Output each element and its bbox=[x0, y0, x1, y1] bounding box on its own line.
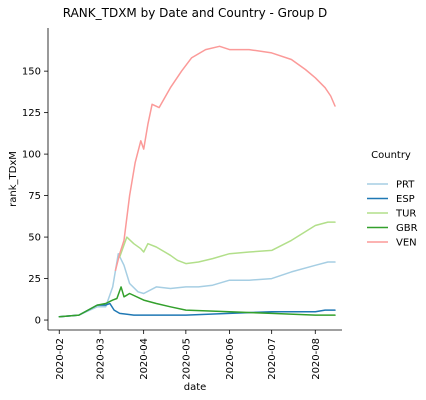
legend: Country PRT ESP TUR GBR VEN bbox=[367, 150, 418, 249]
legend-label-tur: TUR bbox=[395, 209, 416, 220]
legend-title: Country bbox=[371, 150, 411, 161]
plot-area bbox=[58, 45, 336, 318]
y-tick-label: 25 bbox=[28, 274, 41, 285]
y-tick-label: 150 bbox=[22, 67, 41, 78]
x-tick-label: 2020-03 bbox=[96, 338, 107, 380]
y-axis-label: rank_TDxM bbox=[8, 151, 19, 207]
series-line-gbr bbox=[58, 286, 336, 318]
x-axis-ticks: 2020-02 2020-03 2020-04 2020-05 2020-06 2020-… bbox=[55, 330, 322, 380]
x-tick-label: 2020-08 bbox=[311, 338, 322, 380]
x-tick-label: 2020-05 bbox=[181, 338, 192, 380]
legend-label-prt: PRT bbox=[396, 180, 415, 191]
y-tick-label: 50 bbox=[28, 233, 41, 244]
series-line-tur bbox=[118, 221, 336, 265]
series-line-esp bbox=[58, 302, 336, 318]
x-tick-label: 2020-04 bbox=[139, 338, 150, 380]
y-tick-label: 0 bbox=[35, 316, 41, 327]
series-line-ven bbox=[114, 45, 336, 272]
chart-title: RANK_TDXM by Date and Country - Group D bbox=[63, 6, 328, 20]
y-tick-label: 75 bbox=[28, 191, 41, 202]
y-tick-label: 100 bbox=[22, 150, 41, 161]
x-axis-label: date bbox=[184, 382, 207, 393]
y-tick-label: 125 bbox=[22, 108, 41, 119]
x-tick-label: 2020-06 bbox=[225, 338, 236, 380]
legend-label-ven: VEN bbox=[396, 238, 417, 249]
x-tick-label: 2020-07 bbox=[267, 338, 278, 380]
x-tick-label: 2020-02 bbox=[55, 338, 66, 380]
legend-label-esp: ESP bbox=[396, 194, 415, 205]
legend-label-gbr: GBR bbox=[396, 223, 418, 234]
y-axis-ticks: 0 25 50 75 100 125 150 bbox=[22, 67, 48, 327]
series-line-prt bbox=[58, 252, 336, 318]
